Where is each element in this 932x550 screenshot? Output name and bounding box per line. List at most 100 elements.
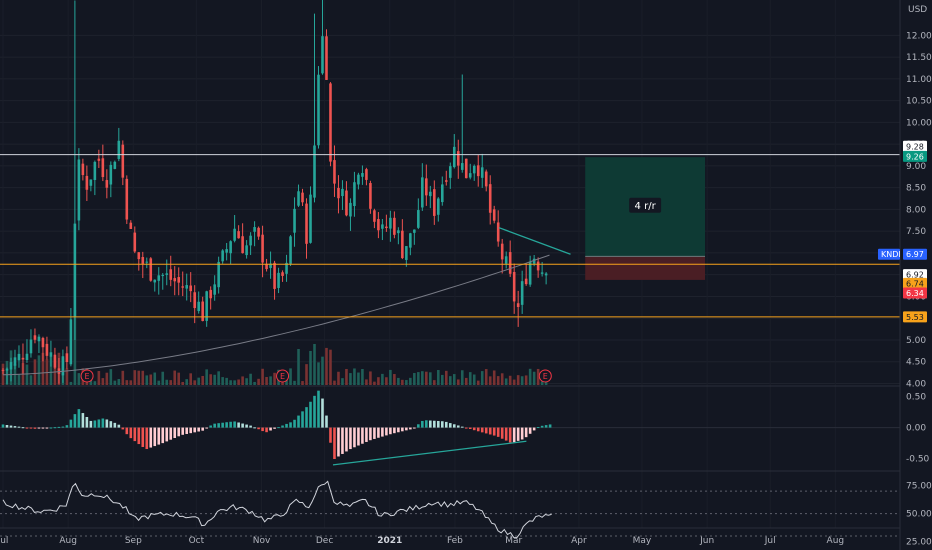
volume-bar [405,380,408,385]
volume-bar [197,377,200,385]
macd-bar [249,425,252,428]
macd-bar [5,425,9,428]
macd-bar [25,427,29,429]
macd-bar [516,427,520,441]
candle-body [213,284,216,295]
macd-bar [448,423,452,428]
macd-bar [125,427,129,435]
price-tag-bg [903,287,927,299]
macd-bar [65,425,69,428]
volume-bar [357,372,360,385]
candle-body [357,174,360,185]
candle-body [241,236,244,254]
candle-body [173,278,177,282]
macd-bar [101,418,105,428]
candle-body [21,357,25,360]
position-loss-zone[interactable] [585,256,706,280]
candle-body [277,272,280,288]
volume-bar [157,380,161,385]
price-tag-bg [903,311,927,323]
macd-bar [437,420,440,428]
rsi-tick: 50.00 [906,510,932,520]
macd-bar [229,421,232,428]
candle-body [524,278,528,285]
price-tick: 4.00 [906,379,926,389]
macd-bar [508,427,512,443]
volume-bar [269,376,272,385]
candle-body [417,210,420,228]
currency-label[interactable]: USD [908,5,927,15]
macd-bar [472,427,476,431]
macd-bar [289,422,292,428]
macd-bar [313,395,316,428]
candle-body [305,203,308,244]
candle-body [472,165,476,174]
macd-bar [297,415,300,428]
macd-divergence-line[interactable] [332,440,527,466]
candle-body [129,222,133,229]
position-tool[interactable]: 4 r/r [585,157,706,280]
price-tick: 12.00 [906,31,932,41]
candle-body [520,281,524,305]
candle-body [313,145,316,198]
price-tags: 9.289.26 6.97 6.926.746.34 5.53 [903,140,927,323]
macd-bar [468,427,472,429]
macd-bar [21,427,25,429]
macd-bar [37,427,41,429]
candle-body [285,262,288,274]
candle-body [476,165,480,177]
time-axis-labels[interactable]: Jul Aug Sep Oct Nov Dec 2021 Feb Mar Apr May Jun Jul… [0,536,844,546]
macd-bar [281,425,284,428]
macd-bar [393,427,396,434]
macd-bar [201,427,204,431]
rsi-axis-ticks: 75.00 50.00 25.00 [906,482,932,548]
candle-body [393,217,396,235]
candle-body [101,158,105,178]
price-tick: 11.00 [906,75,932,85]
volume-bar [125,380,129,385]
position-label-box [629,197,662,213]
trendlines[interactable] [498,227,571,255]
macd-bar [405,427,408,431]
volume-bar [25,364,29,385]
candle-body [9,362,13,370]
volume-bar [496,376,500,385]
candle-body [53,354,57,368]
symbol-tag-text: KNDI [881,250,901,259]
candle-body [349,202,352,217]
candle-body [81,163,85,176]
volume-bar [345,368,348,385]
volume-bar [205,369,208,385]
macd-bar [548,424,552,428]
rsi-pane [0,480,900,539]
volume-bar [289,368,292,385]
macd-bar [133,427,137,442]
candle-body [397,230,400,234]
earnings-marker [538,369,552,383]
macd-bar [73,414,77,428]
macd-bar [385,427,388,436]
candle-body [253,227,256,232]
candle-body [165,273,169,275]
macd-bar [361,427,364,444]
volume-bar [325,347,328,385]
candle-body [169,269,173,280]
candle-body [488,184,492,213]
candle-body [197,301,200,312]
time-label: Nov [253,536,271,546]
horizontal-lines[interactable] [0,154,900,318]
macd-bar [121,427,125,430]
volume-bar [421,371,424,385]
volume-bar [297,349,300,385]
candle-body [540,272,544,274]
candle-body [429,191,432,197]
volume-bar [329,349,332,385]
macd-bar [273,427,276,429]
macd-bar [413,427,416,429]
trendline [498,227,571,255]
macd-bar [69,419,73,428]
candle-body [201,301,204,322]
time-label: Feb [447,536,463,546]
